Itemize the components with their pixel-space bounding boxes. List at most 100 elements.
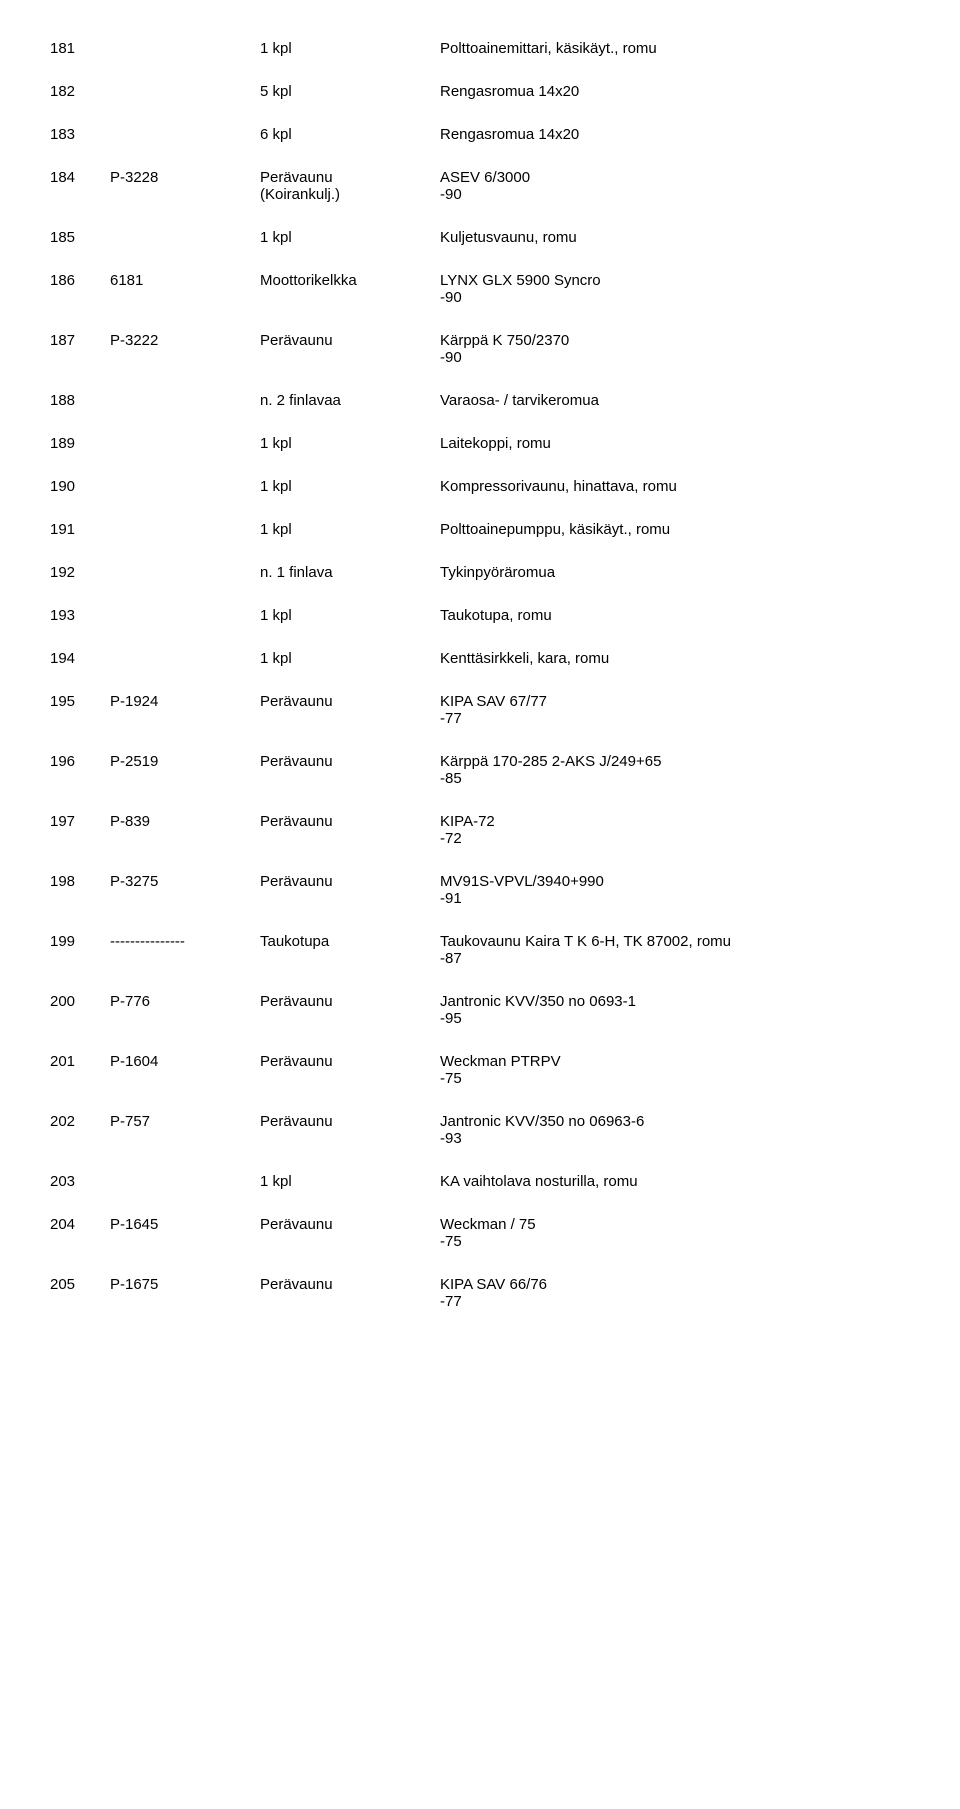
item-number: 194: [50, 650, 110, 667]
list-item: 191 1 kplPolttoainepumppu, käsikäyt., rom…: [50, 521, 910, 538]
list-item: 1891 kplLaitekoppi, romu: [50, 435, 910, 452]
item-id: 6181: [110, 272, 260, 289]
item-id: P-839: [110, 813, 260, 830]
item-desc-main: Tykinpyöräromua: [440, 564, 910, 581]
item-qty: Perävaunu: [260, 753, 440, 770]
item-qty: 1 kpl: [260, 607, 440, 624]
item-description: Weckman / 75-75: [440, 1216, 910, 1250]
item-number: 190: [50, 478, 110, 495]
item-number: 192: [50, 564, 110, 581]
item-number: 193: [50, 607, 110, 624]
item-qty: 5 kpl: [260, 83, 440, 100]
item-desc-sub: -90: [440, 289, 910, 306]
item-description: LYNX GLX 5900 Syncro-90: [440, 272, 910, 306]
item-qty: 1 kpl: [260, 1173, 440, 1190]
item-desc-main: Weckman / 75: [440, 1216, 910, 1233]
list-item: 197P-839PerävaunuKIPA-72-72: [50, 813, 910, 847]
list-item: 1851 kplKuljetusvaunu, romu: [50, 229, 910, 246]
item-number: 186: [50, 272, 110, 289]
item-desc-sub: -91: [440, 890, 910, 907]
item-description: Jantronic KVV/350 no 0693-1-95: [440, 993, 910, 1027]
list-item: 192 n. 1 finlavaTykinpyöräromua: [50, 564, 910, 581]
item-desc-main: KA vaihtolava nosturilla, romu: [440, 1173, 910, 1190]
item-number: 202: [50, 1113, 110, 1130]
item-id: P-1924: [110, 693, 260, 710]
item-id: P-1645: [110, 1216, 260, 1233]
item-number: 199: [50, 933, 110, 950]
list-item: 205P-1675PerävaunuKIPA SAV 66/76-77: [50, 1276, 910, 1310]
item-qty: 1 kpl: [260, 650, 440, 667]
item-description: Kompressorivaunu, hinattava, romu: [440, 478, 910, 495]
item-number: 189: [50, 435, 110, 452]
list-item: 195P-1924PerävaunuKIPA SAV 67/77-77: [50, 693, 910, 727]
list-item: 201P-1604PerävaunuWeckman PTRPV-75: [50, 1053, 910, 1087]
item-description: KIPA-72-72: [440, 813, 910, 847]
item-qty: Perävaunu: [260, 1113, 440, 1130]
item-description: Taukotupa, romu: [440, 607, 910, 624]
item-description: Varaosa- / tarvikeromua: [440, 392, 910, 409]
item-desc-main: Jantronic KVV/350 no 0693-1: [440, 993, 910, 1010]
list-item: 199---------------TaukotupaTaukovaunu Ka…: [50, 933, 910, 967]
item-number: 205: [50, 1276, 110, 1293]
item-qty: 1 kpl: [260, 478, 440, 495]
item-id: P-776: [110, 993, 260, 1010]
item-description: KIPA SAV 66/76-77: [440, 1276, 910, 1310]
item-desc-main: Rengasromua 14x20: [440, 126, 910, 143]
item-number: 203: [50, 1173, 110, 1190]
item-qty: Perävaunu: [260, 693, 440, 710]
item-qty: Perävaunu: [260, 993, 440, 1010]
item-desc-sub: -93: [440, 1130, 910, 1147]
item-desc-sub: -95: [440, 1010, 910, 1027]
item-desc-sub: -90: [440, 349, 910, 366]
item-description: ASEV 6/3000-90: [440, 169, 910, 203]
item-description: Jantronic KVV/350 no 06963-6-93: [440, 1113, 910, 1147]
item-qty: 1 kpl: [260, 229, 440, 246]
item-desc-main: KIPA SAV 67/77: [440, 693, 910, 710]
item-number: 200: [50, 993, 110, 1010]
item-desc-sub: -72: [440, 830, 910, 847]
list-item: 188n. 2 finlavaaVaraosa- / tarvikeromua: [50, 392, 910, 409]
list-item: 198P-3275PerävaunuMV91S-VPVL/3940+990-91: [50, 873, 910, 907]
item-id: P-757: [110, 1113, 260, 1130]
list-item: 200P-776PerävaunuJantronic KVV/350 no 06…: [50, 993, 910, 1027]
item-desc-main: Weckman PTRPV: [440, 1053, 910, 1070]
item-desc-main: Kuljetusvaunu, romu: [440, 229, 910, 246]
item-desc-main: Kärppä 170-285 2-AKS J/249+65: [440, 753, 910, 770]
item-qty: Taukotupa: [260, 933, 440, 950]
item-qty: Perävaunu: [260, 1216, 440, 1233]
item-description: Polttoainemittari, käsikäyt., romu: [440, 40, 910, 57]
item-qty: Moottorikelkka: [260, 272, 440, 289]
list-item: 1825 kplRengasromua 14x20: [50, 83, 910, 100]
item-qty: n. 1 finlava: [260, 564, 440, 581]
item-id: P-3275: [110, 873, 260, 890]
item-qty: Perävaunu: [260, 813, 440, 830]
item-id: ---------------: [110, 933, 260, 950]
item-desc-main: Taukovaunu Kaira T K 6-H, TK 87002, romu: [440, 933, 910, 950]
item-description: Tykinpyöräromua: [440, 564, 910, 581]
list-item: 204P-1645PerävaunuWeckman / 75-75: [50, 1216, 910, 1250]
item-desc-sub: -87: [440, 950, 910, 967]
item-id: P-1604: [110, 1053, 260, 1070]
list-item: 202P-757PerävaunuJantronic KVV/350 no 06…: [50, 1113, 910, 1147]
item-qty: Perävaunu(Koirankulj.): [260, 169, 440, 203]
item-desc-main: Polttoainepumppu, käsikäyt., romu: [440, 521, 910, 538]
list-item: 196P-2519PerävaunuKärppä 170-285 2-AKS J…: [50, 753, 910, 787]
item-desc-sub: -85: [440, 770, 910, 787]
item-desc-main: Laitekoppi, romu: [440, 435, 910, 452]
item-desc-sub: -75: [440, 1070, 910, 1087]
item-desc-main: MV91S-VPVL/3940+990: [440, 873, 910, 890]
list-item: 184P-3228Perävaunu(Koirankulj.)ASEV 6/30…: [50, 169, 910, 203]
item-qty: Perävaunu: [260, 332, 440, 349]
list-item: 203 1 kplKA vaihtolava nosturilla, romu: [50, 1173, 910, 1190]
item-qty: 1 kpl: [260, 521, 440, 538]
item-number: 187: [50, 332, 110, 349]
item-number: 191: [50, 521, 110, 538]
item-number: 182: [50, 83, 110, 100]
item-description: Kuljetusvaunu, romu: [440, 229, 910, 246]
item-number: 204: [50, 1216, 110, 1233]
item-number: 197: [50, 813, 110, 830]
item-desc-sub: -77: [440, 710, 910, 727]
item-desc-main: Jantronic KVV/350 no 06963-6: [440, 1113, 910, 1130]
item-id: P-3222: [110, 332, 260, 349]
item-number: 184: [50, 169, 110, 186]
